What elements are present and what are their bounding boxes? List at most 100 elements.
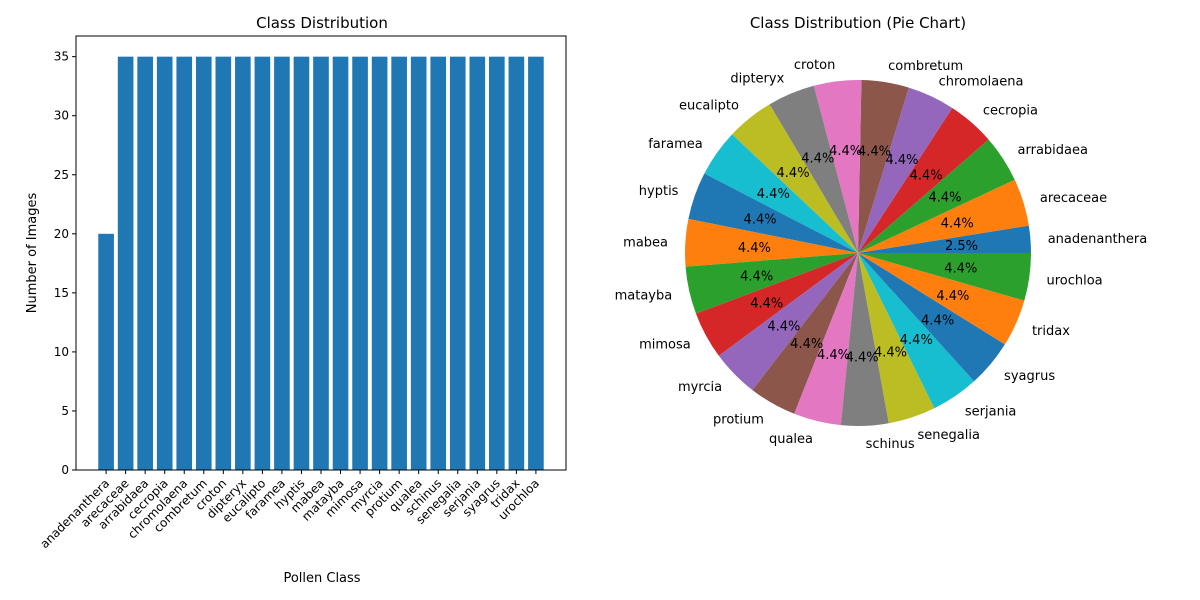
y-tick-label: 0 (61, 463, 69, 477)
pie-slice (718, 253, 858, 391)
bar-x-axis-label: Pollen Class (283, 571, 360, 586)
pie-percent-label: 4.4% (885, 153, 918, 168)
pie-percent-label: 4.4% (910, 169, 943, 184)
pie-slices (685, 79, 1031, 426)
y-tick-label: 20 (54, 227, 69, 241)
pie-slice-label: matayba (615, 288, 673, 303)
pie-slice (858, 87, 953, 253)
pie-percent-label: 4.4% (750, 296, 783, 311)
pie-slice (858, 253, 1025, 345)
pie-percent-label: 4.4% (757, 187, 790, 202)
pie-slice (858, 253, 935, 424)
bar (274, 56, 290, 471)
pie-percent-label: 4.4% (900, 333, 933, 348)
pie-slice-label: faramea (648, 137, 702, 152)
pie-slice (858, 80, 909, 253)
pie-slice-label: qualea (769, 432, 813, 447)
pie-percent-labels: 2.5%4.4%4.4%4.4%4.4%4.4%4.4%4.4%4.4%4.4%… (738, 144, 978, 366)
pie-percent-label: 4.4% (817, 348, 850, 363)
bar-x-axis: anadenantheraarecaceaearrabidaeacecropia… (37, 470, 542, 551)
pie-slice-label: arecaceae (1040, 191, 1107, 206)
pie-slice (688, 173, 858, 253)
bar (410, 56, 427, 471)
pie-slice-label: senegalia (918, 428, 980, 443)
pie-slice-label: chromolaena (939, 75, 1024, 90)
bar (313, 56, 329, 471)
pie-slice-label: protium (713, 412, 764, 427)
pie-slice (732, 104, 858, 254)
pie-percent-label: 4.4% (744, 213, 777, 228)
pie-slice (858, 179, 1029, 253)
bar (528, 56, 544, 471)
pie-slice-label: mabea (623, 236, 668, 251)
pie-slice-label: myrcia (678, 380, 722, 395)
y-tick-label: 10 (54, 345, 69, 359)
bar (391, 56, 407, 471)
bar (508, 56, 525, 471)
pie-percent-label: 4.4% (738, 241, 771, 256)
pie-slice (695, 253, 858, 356)
y-tick-label: 35 (54, 50, 69, 64)
bar (352, 56, 368, 471)
bar-y-axis: 0 5 10 15 20 25 30 35 (54, 50, 76, 477)
bar (235, 56, 251, 471)
pie-slice-label: combretum (888, 59, 963, 74)
bar (195, 56, 212, 471)
y-tick-label: 25 (54, 168, 69, 182)
bar (137, 56, 153, 471)
pie-slice (858, 225, 1031, 253)
pie-labels: anadenanthera arecaceae arrabidaea cecropia… (615, 58, 1148, 452)
pie-percent-label: 4.4% (858, 145, 891, 160)
pie-slice-label: urochloa (1046, 273, 1102, 288)
bar (176, 56, 193, 471)
pie-slice (685, 218, 858, 267)
bar (156, 56, 173, 471)
pie-chart: Class Distribution (Pie Chart) anadenant… (615, 14, 1148, 452)
bar (371, 56, 388, 471)
pie-slice-label: arrabidaea (1018, 143, 1088, 158)
pie-percent-label: 4.4% (921, 314, 954, 329)
bar (215, 56, 232, 471)
pie-percent-label: 4.4% (944, 261, 977, 276)
pie-slice-label: anadenanthera (1048, 232, 1148, 247)
bar (469, 56, 486, 471)
pie-slice-label: syagrus (1004, 369, 1055, 384)
pie-slice-label: schinus (866, 437, 915, 452)
pie-slice-label: mimosa (639, 338, 691, 353)
bar (430, 56, 447, 471)
pie-slice (858, 107, 989, 253)
y-tick-label: 15 (54, 286, 69, 300)
y-tick-label: 5 (61, 404, 69, 418)
pie-percent-label: 4.4% (936, 289, 969, 304)
bar (332, 56, 349, 471)
pie-slice (769, 85, 858, 253)
pie-slice (752, 253, 858, 414)
pie-percent-label: 4.4% (941, 216, 974, 231)
pie-percent-label: 4.4% (790, 337, 823, 352)
pie-slice-label: dipteryx (730, 72, 784, 87)
bar-chart-title: Class Distribution (256, 14, 388, 32)
pie-percent-label: 4.4% (801, 151, 834, 166)
pie-chart-title: Class Distribution (Pie Chart) (750, 14, 966, 32)
bar-marks (98, 56, 544, 471)
bar (254, 56, 271, 471)
pie-slice (858, 253, 975, 409)
pie-slice-label: serjania (965, 404, 1017, 419)
pie-percent-label: 4.4% (777, 166, 810, 181)
bar (293, 56, 310, 471)
pie-percent-label: 4.4% (829, 144, 862, 159)
pie-slice-label: croton (794, 58, 835, 73)
pie-slice-label: eucalipto (679, 99, 739, 114)
pie-slice (813, 79, 862, 253)
pie-slice (858, 253, 1005, 382)
pie-percent-label: 4.4% (767, 320, 800, 335)
pie-slice (794, 253, 858, 426)
pie-slice (840, 253, 889, 426)
pie-slice (858, 253, 1031, 301)
bar (489, 56, 505, 471)
pie-percent-label: 4.4% (740, 270, 773, 285)
bar-chart: Class Distribution 0 5 10 15 20 25 30 35 anaden… (25, 14, 567, 586)
bar (98, 233, 114, 470)
pie-percent-label: 4.4% (846, 351, 879, 366)
bar (449, 56, 466, 471)
